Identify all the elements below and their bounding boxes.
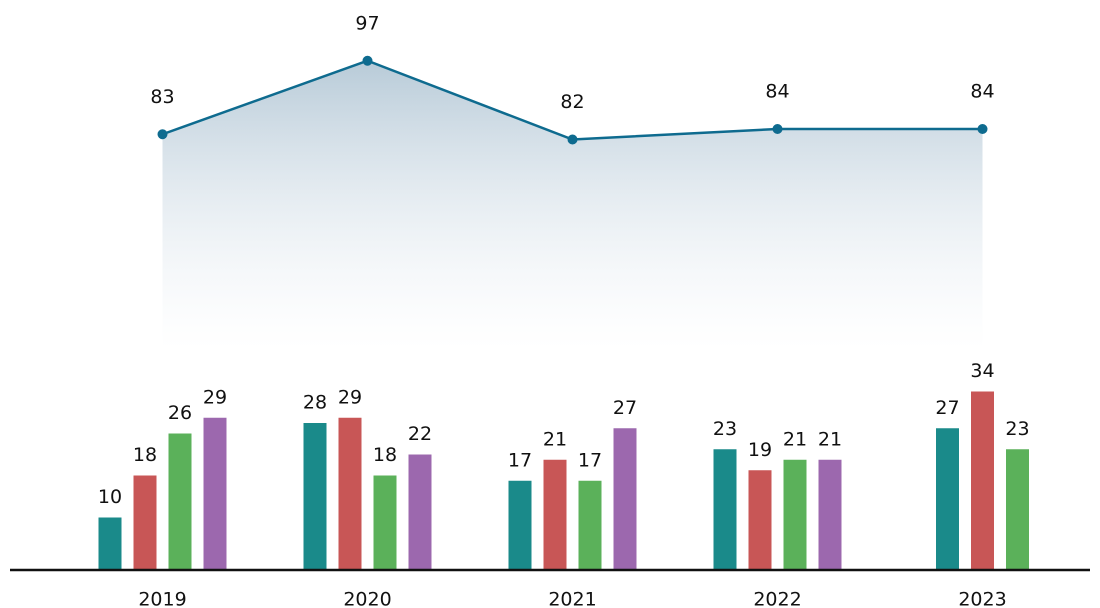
x-tick-label: 2019: [138, 589, 186, 608]
x-tick-label: 2022: [753, 589, 801, 608]
bar-value-label: 21: [818, 428, 842, 450]
bar: [1006, 449, 1029, 570]
bar: [936, 428, 959, 570]
bar: [578, 480, 602, 570]
bar: [783, 459, 807, 570]
line-point: [362, 55, 373, 66]
bar-value-label: 23: [1005, 418, 1029, 440]
bar: [168, 433, 192, 570]
bar-value-label: 23: [713, 418, 737, 440]
bar-value-label: 17: [578, 449, 602, 471]
bar-value-label: 28: [303, 392, 327, 414]
bar: [373, 475, 397, 570]
bar-value-label: 26: [168, 402, 192, 424]
line-value-label: 82: [560, 91, 584, 113]
line-point: [567, 134, 578, 145]
bar: [748, 470, 772, 570]
bar: [818, 459, 842, 570]
bar: [713, 449, 737, 570]
bar: [303, 423, 327, 570]
bar-value-label: 29: [203, 386, 227, 408]
bar: [508, 480, 532, 570]
bar-value-label: 21: [783, 428, 807, 450]
line-value-label: 83: [150, 86, 174, 108]
line-point: [772, 124, 783, 134]
bar: [203, 417, 227, 570]
bar: [613, 428, 637, 570]
x-tick-label: 2020: [343, 589, 391, 608]
line-point: [157, 129, 168, 140]
bar: [408, 454, 432, 570]
bar: [543, 459, 567, 570]
bar-value-label: 27: [613, 397, 637, 419]
line-value-label: 97: [355, 12, 379, 34]
bar-value-label: 22: [408, 423, 432, 445]
x-tick-label: 2023: [958, 589, 1006, 608]
line-point: [977, 124, 988, 134]
bar-value-label: 18: [133, 444, 157, 466]
bar-value-label: 34: [970, 360, 994, 382]
bar-value-label: 19: [748, 439, 772, 461]
line-value-label: 84: [970, 81, 994, 103]
bar-value-label: 17: [508, 449, 532, 471]
bar-value-label: 10: [98, 486, 122, 508]
bar: [338, 417, 362, 570]
bar-value-label: 21: [543, 428, 567, 450]
x-tick-label: 2021: [548, 589, 596, 608]
bar: [971, 391, 994, 570]
bar-value-label: 29: [338, 386, 362, 408]
bar: [98, 517, 122, 570]
bar: [133, 475, 157, 570]
line-value-label: 84: [765, 81, 789, 103]
bar-value-label: 27: [935, 397, 959, 419]
bar-value-label: 18: [373, 444, 397, 466]
